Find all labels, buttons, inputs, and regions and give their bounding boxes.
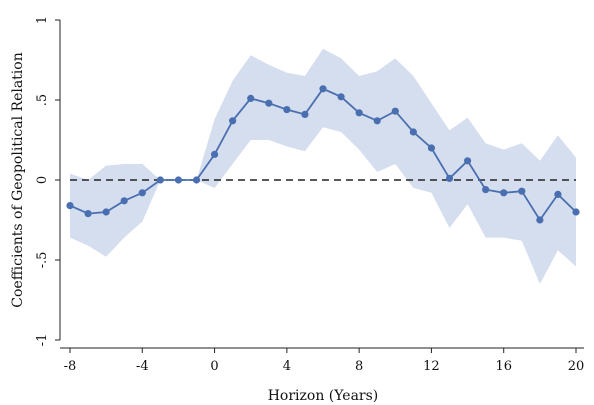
x-tick-label: 4 xyxy=(283,359,291,374)
data-point xyxy=(391,107,399,115)
y-tick-label: 1 xyxy=(35,16,50,24)
data-point xyxy=(192,176,201,184)
data-point xyxy=(247,94,255,102)
data-point xyxy=(319,85,327,93)
data-point xyxy=(102,208,110,216)
data-point xyxy=(427,144,436,152)
y-tick-label: -1 xyxy=(35,334,50,347)
x-tick-label: 16 xyxy=(495,359,512,374)
data-point xyxy=(518,187,526,195)
data-point xyxy=(554,190,562,198)
data-point xyxy=(536,216,544,224)
axes-layer: -1 -.5 0 .5 1 -8 -4 0 4 8 12 16 20 xyxy=(35,16,584,374)
data-point xyxy=(463,157,472,165)
y-tick-label: .5 xyxy=(35,94,50,106)
data-point xyxy=(156,176,164,184)
x-axis-title: Horizon (Years) xyxy=(268,388,379,404)
data-point xyxy=(84,210,92,218)
data-point xyxy=(66,202,74,210)
y-tick-label: -.5 xyxy=(35,252,50,269)
data-point xyxy=(301,110,309,118)
data-point xyxy=(445,174,454,182)
x-tick-label: 12 xyxy=(423,359,440,374)
x-tick-label: -4 xyxy=(136,359,149,374)
data-point xyxy=(500,189,508,197)
y-tick-label: 0 xyxy=(35,176,50,184)
data-point xyxy=(229,117,237,125)
coefficient-points-layer xyxy=(66,85,580,224)
data-point xyxy=(174,176,183,184)
data-point xyxy=(355,109,363,117)
x-tick-label: 0 xyxy=(210,359,218,374)
data-point xyxy=(409,128,417,136)
data-point xyxy=(120,197,128,205)
x-tick-label: -8 xyxy=(64,359,77,374)
data-point xyxy=(283,106,291,114)
data-point xyxy=(210,150,219,158)
data-point xyxy=(572,208,580,216)
data-point xyxy=(138,189,146,197)
y-axis-title: Coefficients of Geopolitical Relation xyxy=(10,52,26,307)
data-point xyxy=(482,186,490,194)
data-point xyxy=(373,117,381,125)
data-point xyxy=(337,93,345,101)
data-point xyxy=(265,99,273,107)
confidence-band-layer xyxy=(70,48,576,284)
confidence-band xyxy=(70,48,576,284)
x-tick-label: 20 xyxy=(568,359,585,374)
x-tick-label: 8 xyxy=(355,359,363,374)
